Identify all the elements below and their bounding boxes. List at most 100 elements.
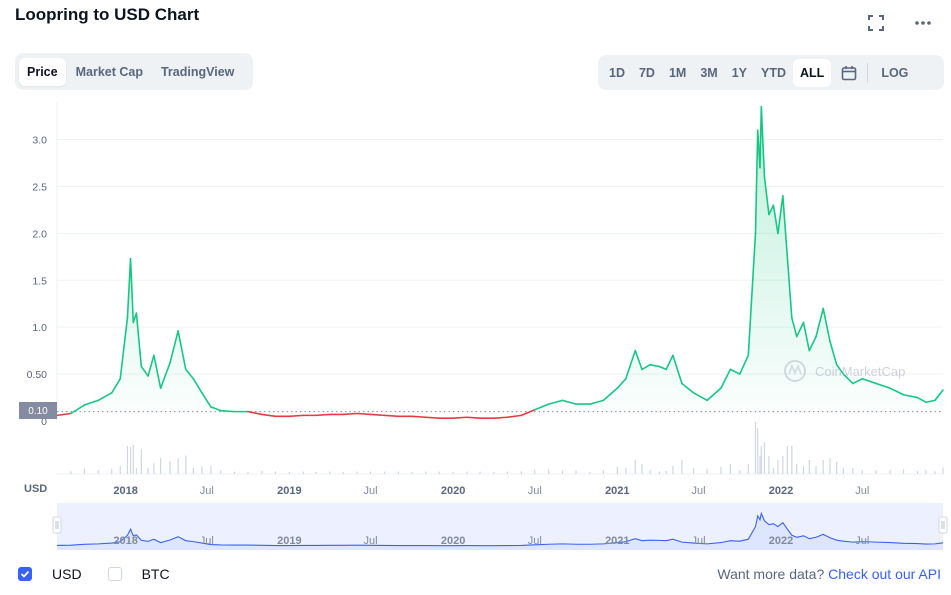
range-ytd[interactable]: YTD: [761, 65, 787, 80]
y-tick-label: 3.0: [32, 135, 47, 147]
volume-bar: [201, 466, 203, 474]
btc-checkbox[interactable]: [107, 567, 122, 581]
navigator-handle-right[interactable]: [938, 516, 948, 534]
volume-bar: [777, 460, 779, 474]
volume-bar: [520, 471, 522, 474]
current-price-label: 0.10: [28, 406, 48, 417]
volume-bar: [616, 466, 618, 474]
range-1d[interactable]: 1D: [609, 65, 625, 80]
range-1m[interactable]: 1M: [668, 65, 687, 80]
volume-bar: [782, 456, 784, 474]
volume-bar: [153, 463, 155, 474]
navigator-tick-label: Jul: [528, 535, 542, 547]
navigator-window[interactable]: [57, 503, 943, 550]
btc-label: BTC: [141, 566, 170, 582]
volume-bar: [83, 468, 85, 474]
price-line-segment: [70, 404, 86, 415]
fullscreen-icon[interactable]: [865, 12, 887, 34]
price-line-segment: [159, 362, 171, 389]
price-line-segment: [424, 416, 441, 419]
range-divider: [867, 62, 869, 83]
navigator-tick-label: 2020: [441, 535, 465, 547]
volume-bar: [852, 468, 854, 474]
currency-axis-label: USD: [24, 483, 47, 495]
volume-bar: [889, 470, 891, 474]
volume-bar: [185, 455, 187, 474]
toggle-btc[interactable]: BTC: [107, 566, 170, 582]
range-3m[interactable]: 3M: [700, 65, 718, 80]
volume-bar: [119, 466, 121, 474]
volume-bar: [383, 471, 386, 474]
price-line-segment: [261, 413, 277, 418]
volume-bar: [739, 470, 741, 474]
volume-bar: [861, 470, 863, 474]
volume-bar: [177, 458, 179, 474]
volume-bar: [625, 468, 627, 474]
tab-tradingview[interactable]: TradingView: [160, 64, 235, 79]
volume-bar: [111, 468, 113, 474]
price-line-segment: [356, 412, 372, 416]
price-line-segment: [729, 368, 741, 375]
navigator-tick-label: 2019: [277, 535, 301, 547]
volume-bar: [479, 471, 481, 474]
volume-bar: [875, 470, 877, 474]
watermark-text: CoinMarketCap: [815, 364, 905, 379]
volume-bar: [589, 472, 591, 474]
x-tick-label: 2018: [113, 485, 137, 497]
price-line-segment: [119, 316, 129, 380]
price-line-segment: [315, 413, 331, 417]
usd-checkbox[interactable]: [18, 567, 32, 581]
price-line-segment: [135, 312, 143, 368]
range-1y[interactable]: 1Y: [731, 65, 748, 80]
api-link[interactable]: Check out our API: [828, 566, 941, 582]
volume-bar: [147, 468, 149, 474]
price-line-segment: [795, 321, 805, 338]
y-tick-label: 2.0: [32, 228, 47, 240]
price-line-segment: [763, 176, 770, 216]
calendar-icon[interactable]: [837, 61, 861, 85]
current-price-tag: 0.10: [19, 402, 57, 419]
price-line-segment: [786, 256, 793, 319]
x-tick-label: Jul: [855, 485, 869, 497]
price-line-segment: [822, 307, 831, 343]
price-line-segment: [201, 392, 212, 408]
watermark-logo-icon: [784, 360, 806, 382]
volume-bar: [97, 470, 99, 474]
price-line-segment: [768, 204, 775, 216]
volume-bar: [220, 470, 222, 474]
volume-bar: [356, 471, 358, 474]
volume-bar: [759, 456, 761, 474]
price-line-segment: [520, 408, 536, 417]
price-line-segment: [672, 354, 683, 385]
price-line-segment: [772, 204, 779, 235]
range-navigator[interactable]: 2018 Jul 2019 Jul 2020 Jul 2021 Jul 2022 Jul: [52, 503, 948, 550]
range-7d[interactable]: 7D: [638, 65, 655, 80]
price-line-segment: [110, 377, 122, 394]
volume-bar: [548, 469, 550, 474]
price-line-segment: [411, 415, 427, 419]
time-range-selector: 1D 7D 1M 3M 1Y YTD ALL LOG: [598, 55, 944, 90]
price-line-segment: [889, 387, 905, 396]
volume-bar: [132, 444, 134, 474]
volume-bar: [534, 469, 536, 474]
volume-bar: [672, 466, 674, 474]
more-dots-icon[interactable]: [912, 12, 934, 34]
price-line-segment: [140, 365, 149, 377]
price-line-segment: [192, 377, 203, 394]
tab-market-cap[interactable]: Market Cap: [75, 64, 143, 79]
log-scale-toggle[interactable]: LOG: [881, 65, 909, 80]
navigator-handle-left[interactable]: [52, 516, 62, 534]
x-tick-label: 2021: [605, 485, 629, 497]
volume-bar: [916, 470, 919, 474]
tab-price[interactable]: Price: [19, 57, 66, 86]
price-line-segment: [649, 363, 661, 368]
volume-bar: [925, 470, 927, 474]
volume-bar: [70, 471, 72, 474]
navigator-tick-label: 2022: [769, 535, 793, 547]
toggle-usd[interactable]: USD: [18, 566, 82, 582]
x-tick-label: Jul: [528, 485, 542, 497]
volume-bar: [452, 472, 454, 474]
price-line-segment: [625, 349, 637, 380]
range-all[interactable]: ALL: [793, 58, 832, 87]
